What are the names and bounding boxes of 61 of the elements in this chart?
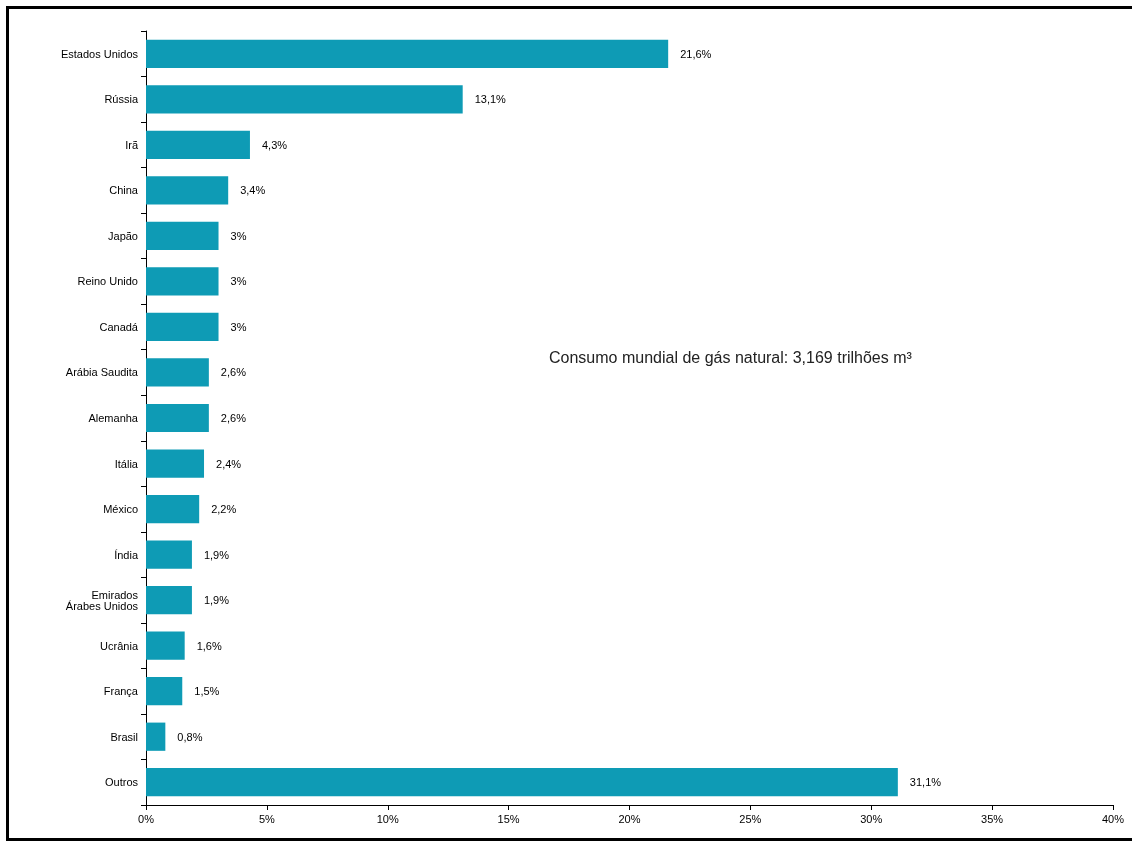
x-tick-label: 0%	[138, 812, 155, 825]
y-tick-label: Arábia Saudita	[65, 366, 139, 379]
x-tick-label: 40%	[1101, 812, 1125, 825]
bar	[146, 494, 200, 524]
y-tick-label: França	[103, 685, 139, 698]
bar	[146, 768, 898, 797]
y-tick-label: Japão	[108, 229, 138, 242]
data-label: 2,2%	[211, 503, 237, 516]
y-tick-label: Outros	[104, 776, 139, 789]
x-tick-label: 15%	[497, 812, 520, 825]
bar	[146, 358, 209, 387]
y-tick-label: Alemanha	[88, 412, 139, 424]
y-tick-label: Rússia	[104, 93, 139, 106]
bar	[146, 130, 250, 159]
data-label: 1,9%	[203, 594, 230, 607]
bar	[146, 267, 219, 296]
x-tick-label: 35%	[981, 812, 1004, 825]
bar	[146, 540, 192, 569]
data-label: 31,1%	[909, 776, 942, 789]
data-label: 1,5%	[194, 685, 220, 698]
bar	[146, 403, 209, 433]
y-tick-label: Ucrânia	[100, 639, 139, 652]
bar	[146, 449, 205, 478]
y-tick-label: Emirados Árabes Unidos	[65, 588, 139, 612]
data-label: 2,4%	[216, 457, 242, 470]
x-tick-label: 5%	[258, 812, 276, 825]
y-tick-label: China	[109, 184, 139, 197]
y-tick-label: Irã	[125, 138, 139, 151]
bar	[146, 722, 166, 751]
data-label: 1,6%	[196, 639, 222, 652]
y-tick-label: Reino Unido	[77, 275, 138, 288]
data-label: 3%	[230, 275, 247, 288]
annotation: Consumo mundial de gás natural: 3,169 trilhões m³	[549, 348, 913, 366]
y-tick-label: Estados Unidos	[60, 47, 139, 60]
bar	[146, 631, 185, 660]
x-tick-label: 30%	[860, 812, 883, 825]
data-label: 13,1%	[474, 93, 507, 106]
bar	[146, 586, 192, 615]
bar	[146, 312, 219, 342]
x-tick-label: 20%	[618, 812, 641, 825]
data-label: 3%	[230, 320, 247, 333]
x-tick-label: 25%	[739, 812, 762, 825]
data-label: 3%	[230, 229, 247, 242]
bar	[146, 176, 229, 205]
data-label: 0,8%	[177, 730, 203, 743]
y-tick-label: México	[103, 503, 138, 516]
data-label: 1,9%	[203, 548, 230, 561]
y-tick-label: Canadá	[99, 320, 139, 333]
y-tick-label: Índia	[114, 548, 139, 561]
bar	[146, 85, 463, 114]
data-label: 4,3%	[261, 138, 288, 151]
data-label: 21,6%	[680, 47, 712, 60]
y-tick-label: Brasil	[110, 730, 138, 743]
y-tick-label: Itália	[114, 457, 139, 470]
x-tick-label: 10%	[376, 812, 399, 825]
bar	[146, 39, 669, 68]
bar	[146, 677, 183, 706]
bar	[146, 221, 219, 250]
data-label: 2,6%	[220, 412, 247, 424]
data-label: 2,6%	[220, 366, 247, 379]
data-label: 3,4%	[240, 184, 266, 197]
